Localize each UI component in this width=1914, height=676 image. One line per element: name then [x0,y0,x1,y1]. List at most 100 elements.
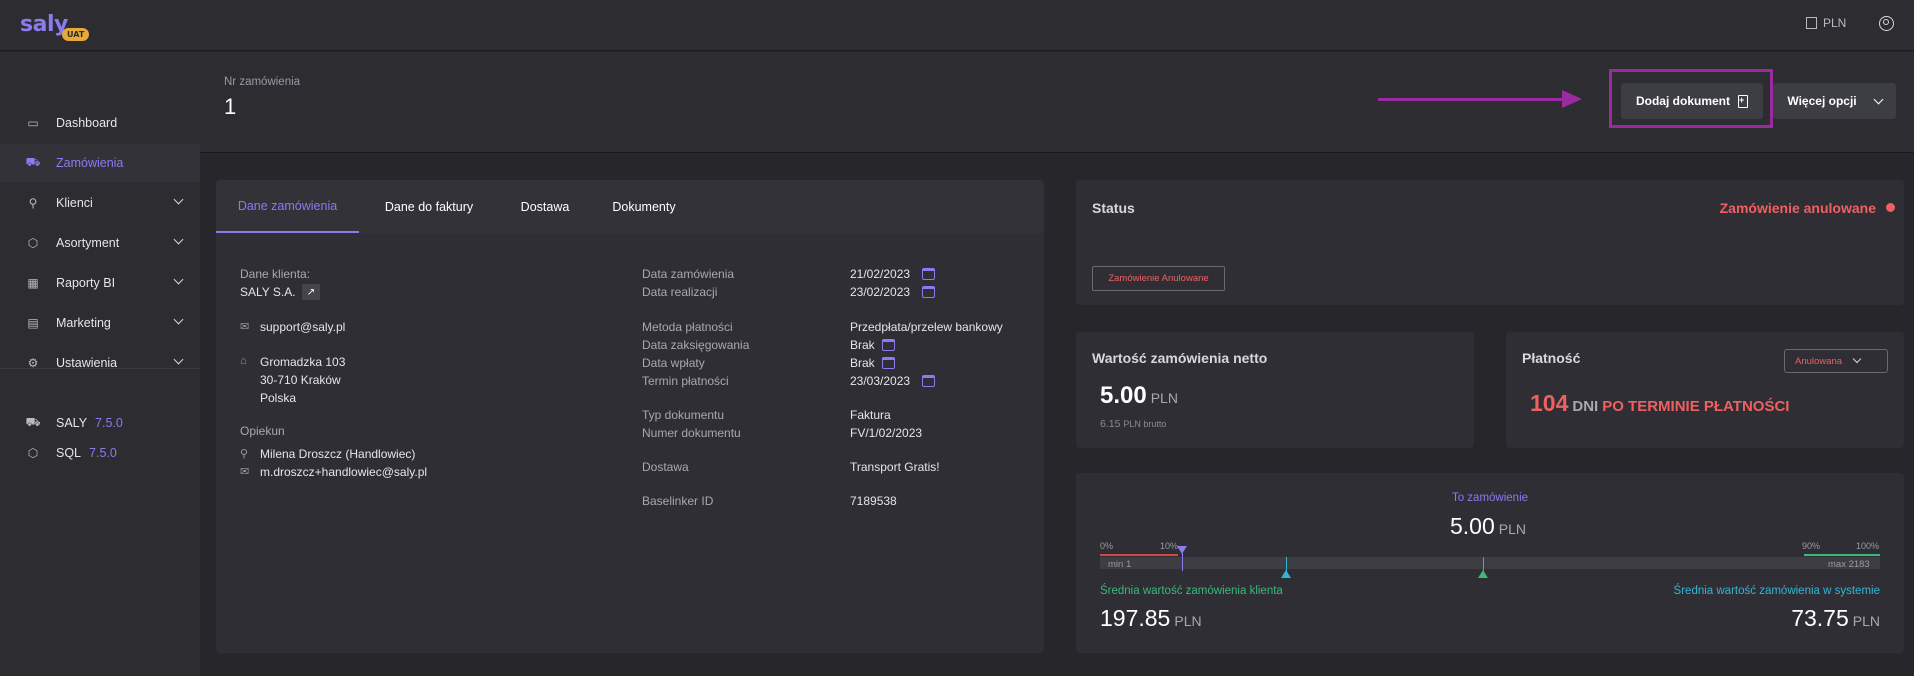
order-number: 1 [224,94,237,119]
mail-icon: ✉ [240,466,250,478]
pct-90: 90% [1802,541,1821,551]
calendar-icon[interactable] [922,268,935,280]
mail-icon: ✉ [240,321,250,333]
tab-dane-do-faktury[interactable]: Dane do faktury [384,199,474,214]
this-order-marker-icon [1177,546,1187,554]
doc-number: FV/1/02/2023 [850,426,923,440]
this-order-value: 5.00 PLN [1450,513,1526,540]
doc-type-label: Typ dokumentu [642,408,725,422]
tab-dokumenty[interactable]: Dokumenty [612,199,676,214]
net-value-title: Wartość zamówienia netto [1092,350,1268,366]
sidebar-item-label: Asortyment [56,236,120,250]
annotation-arrow-head [1562,90,1582,108]
sidebar-item-raporty-bi[interactable]: ▦ Raporty BI [0,264,200,302]
value-track [1100,557,1880,569]
realization-date-label: Data realizacji [642,285,718,299]
tab-bar: Dane zamówienia Dane do faktury Dostawa … [216,180,1044,233]
system-avg-marker-icon [1281,570,1291,578]
calendar-icon[interactable] [882,357,895,369]
baselinker-label: Baselinker ID [642,494,714,508]
chevron-down-icon [173,354,184,365]
version-sql: ⬡ SQL 7.5.0 [0,438,200,468]
calendar-icon[interactable] [882,339,895,351]
sidebar: ▭ Dashboard ⛟ Zamówienia ⚲ Klienci ⬡ Aso… [0,52,200,676]
net-value-currency: PLN [1150,390,1178,406]
payment-method-label: Metoda płatności [642,320,733,334]
overdue-days-label: DNI [1572,398,1599,415]
payment-method: Przedpłata/przelew bankowy [850,320,1003,334]
client-avg-value: 197.85 PLN [1100,605,1202,632]
sidebar-divider [0,368,200,369]
system-avg-number: 73.75 [1791,605,1849,631]
sidebar-item-label: Ustawienia [56,356,118,370]
min-label: min 1 [1108,559,1132,570]
version-number: 7.5.0 [89,446,117,460]
chevron-down-icon [173,194,184,205]
chevron-down-icon [173,274,184,285]
system-avg-marker-line [1286,557,1287,571]
file-plus-icon [1738,94,1748,108]
overdue-days: 104 [1530,390,1569,416]
net-value-card: Wartość zamówienia netto 5.00 PLN 6.15 PL… [1076,332,1474,448]
doc-number-label: Numer dokumentu [642,426,741,440]
payment-card: Płatność Anulowana 104 DNI PO TERMINIE PŁA… [1506,332,1904,448]
saly-logo[interactable]: saly UAT [20,12,90,41]
tab-dostawa[interactable]: Dostawa [520,199,570,214]
sidebar-item-klienci[interactable]: ⚲ Klienci [0,184,200,222]
add-document-button[interactable]: Dodaj dokument [1621,83,1763,119]
monitor-icon: ▭ [27,116,39,130]
order-date-label: Data zamówienia [642,267,735,281]
calendar-icon[interactable] [922,286,935,298]
order-number-label: Nr zamówienia [224,76,301,88]
payment-status-select[interactable]: Anulowana [1784,349,1888,373]
sidebar-item-ustawienia[interactable]: ⚙ Ustawienia [0,344,200,382]
version-number: 7.5.0 [95,416,123,430]
overdue-text: PO TERMINIE PŁATNOŚCI [1602,398,1790,415]
this-order-currency: PLN [1498,521,1526,537]
keeper-email[interactable]: m.droszcz+handlowiec@saly.pl [260,465,428,479]
system-avg-value: 73.75 PLN [1791,605,1880,632]
env-badge: UAT [62,28,90,41]
chevron-down-icon [173,314,184,325]
sidebar-item-zamowienia[interactable]: ⛟ Zamówienia [0,144,200,182]
status-badge: Zamówienie Anulowane [1092,266,1225,291]
client-avg-currency: PLN [1174,613,1202,629]
delivery-value: Transport Gratis! [850,460,940,474]
version-name: SALY [56,416,88,430]
pct-100: 100% [1856,541,1880,551]
sidebar-item-label: Klienci [56,196,93,210]
address-line2: 30-710 Kraków [260,373,341,387]
booking-date-label: Data zaksięgowania [642,338,750,352]
user-account-icon[interactable] [1879,16,1894,31]
logo-text: saly [20,12,68,37]
more-options-label: Więcej opcji [1787,94,1857,108]
booking-date: Brak [850,338,875,352]
calendar-icon[interactable] [922,375,935,387]
user-icon: ⚲ [28,196,38,210]
system-avg-currency: PLN [1852,613,1880,629]
tab-dane-zamowienia[interactable]: Dane zamówienia [216,180,359,233]
more-options-button[interactable]: Więcej opcji [1773,83,1896,119]
status-card: Status Zamówienie anulowane Zamówienie A… [1076,180,1904,305]
client-email[interactable]: support@saly.pl [260,320,346,334]
order-details-card: Dane zamówienia Dane do faktury Dostawa … [216,180,1044,653]
client-avg-label: Średnia wartość zamówienia klienta [1100,585,1283,597]
sidebar-item-marketing[interactable]: ▤ Marketing [0,304,200,342]
overdue-info: 104 DNI PO TERMINIE PŁATNOŚCI [1530,390,1789,417]
address-country: Polska [260,391,297,405]
megaphone-icon: ▤ [27,316,39,330]
sidebar-item-dashboard[interactable]: ▭ Dashboard [0,104,200,142]
due-date-label: Termin płatności [642,374,729,388]
building-icon [1806,17,1817,29]
net-value: 5.00 PLN [1100,382,1178,410]
client-avg-marker-line [1483,557,1484,571]
payment-date-label: Data wpłaty [642,356,705,370]
system-avg-label: Średnia wartość zamówienia w systemie [1673,585,1880,597]
chevron-down-icon [1852,354,1862,364]
sidebar-item-asortyment[interactable]: ⬡ Asortyment [0,224,200,262]
keeper-label: Opiekun [240,424,285,438]
sidebar-item-label: Zamówienia [56,156,124,170]
currency-switcher[interactable]: PLN [1806,16,1846,30]
due-date: 23/03/2023 [850,374,911,388]
external-link-icon[interactable]: ↗ [302,284,320,300]
